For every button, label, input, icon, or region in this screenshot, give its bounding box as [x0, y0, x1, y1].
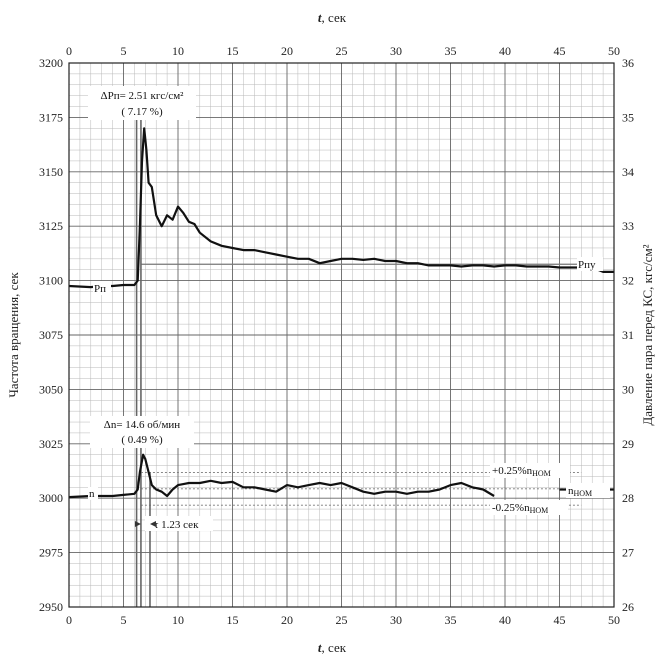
speed-delta-box: [90, 416, 194, 448]
x-axis-title-bottom: t, сек: [318, 640, 347, 655]
y-right-tick-label: 29: [622, 437, 634, 451]
reference-lines: [135, 118, 582, 607]
x-tick-label-bottom: 20: [281, 613, 293, 627]
y-left-tick-label: 3075: [39, 328, 63, 342]
x-tick-label-top: 35: [445, 44, 457, 58]
plus-band-label-box: [490, 463, 570, 478]
y-left-tick-label: 3200: [39, 56, 63, 70]
x-tick-label-bottom: 35: [445, 613, 457, 627]
n-label-box: [88, 487, 98, 500]
y-axis-title-right: Давление пара перед КС, кгс/см²: [640, 244, 655, 425]
x-tick-label-bottom: 30: [390, 613, 402, 627]
nominal-label: nНОМ: [568, 485, 592, 498]
minus-band-label-box: [490, 500, 568, 515]
plus-band-label: +0.25%nНОМ: [492, 465, 551, 478]
x-axis-title-top: t, сек: [318, 10, 347, 25]
nominal-label-box: [566, 483, 610, 498]
y-right-tick-label: 34: [622, 165, 634, 179]
x-tick-label-top: 15: [227, 44, 239, 58]
tau-label: τ 1.23 сек: [154, 519, 199, 531]
pp-label-box: [93, 281, 111, 295]
y-right-tick-label: 35: [622, 110, 634, 124]
x-tick-label-bottom: 40: [499, 613, 511, 627]
x-tick-label-bottom: 50: [608, 613, 620, 627]
y-left-tick-label: 2950: [39, 600, 63, 614]
x-tick-label-bottom: 25: [336, 613, 348, 627]
x-tick-label-top: 40: [499, 44, 511, 58]
tick-labels: 0 0 5 5 10 10 15 15 20 20 25 25 30 30 35 35 40 40 45 45 50 50…: [39, 44, 634, 627]
tau-arrow-left: [134, 521, 141, 527]
y-right-tick-label: 31: [622, 328, 634, 342]
x-tick-label-top: 50: [608, 44, 620, 58]
y-left-tick-label: 3150: [39, 165, 63, 179]
series-line-Pп: [68, 127, 582, 289]
tau-arrow-right: [149, 521, 156, 527]
x-tick-label-top: 45: [554, 44, 566, 58]
tau-box: [145, 516, 213, 531]
y-axis-title-left: Частота вращения, сек: [6, 272, 21, 398]
y-right-tick-label: 33: [622, 219, 634, 233]
series-label-ppu: Pпу: [578, 259, 596, 271]
y-right-tick-label: 28: [622, 491, 634, 505]
series-label-n: n: [89, 488, 95, 500]
x-tick-label-bottom: 10: [172, 613, 184, 627]
ppu-label-box: [577, 257, 603, 271]
y-right-tick-label: 36: [622, 56, 634, 70]
x-tick-label-top: 20: [281, 44, 293, 58]
y-right-tick-label: 26: [622, 600, 634, 614]
pressure-delta-box: [88, 86, 196, 120]
y-right-tick-label: 30: [622, 382, 634, 396]
y-right-tick-label: 27: [622, 546, 634, 560]
x-tick-label-bottom: 45: [554, 613, 566, 627]
x-tick-label-top: 25: [336, 44, 348, 58]
tau-arrows: [134, 521, 156, 527]
plot-frame: [68, 62, 615, 608]
pressure-delta-label: ΔPп= 2.51 кгс/см²: [101, 90, 185, 102]
x-tick-label-bottom: 0: [66, 613, 72, 627]
x-tick-label-bottom: 5: [121, 613, 127, 627]
x-tick-label-bottom: 15: [227, 613, 239, 627]
x-tick-label-top: 5: [121, 44, 127, 58]
y-left-tick-label: 3000: [39, 491, 63, 505]
series-label-pp: Pп: [94, 283, 106, 295]
speed-delta-percent: ( 0.49 %): [121, 434, 163, 446]
y-left-tick-label: 2975: [39, 546, 63, 560]
y-left-tick-label: 3050: [39, 382, 63, 396]
y-left-tick-label: 3125: [39, 219, 63, 233]
y-right-tick-label: 32: [622, 274, 634, 288]
pressure-delta-percent: ( 7.17 %): [121, 106, 163, 118]
x-tick-label-top: 30: [390, 44, 402, 58]
series-line-n: [68, 453, 495, 499]
speed-delta-label: Δn= 14.6 об/мин: [104, 419, 181, 431]
y-left-tick-label: 3025: [39, 437, 63, 451]
x-tick-label-top: 0: [66, 44, 72, 58]
y-left-tick-label: 3100: [39, 274, 63, 288]
x-tick-label-top: 10: [172, 44, 184, 58]
y-left-tick-label: 3175: [39, 110, 63, 124]
minus-band-label: -0.25%nНОМ: [492, 502, 548, 515]
